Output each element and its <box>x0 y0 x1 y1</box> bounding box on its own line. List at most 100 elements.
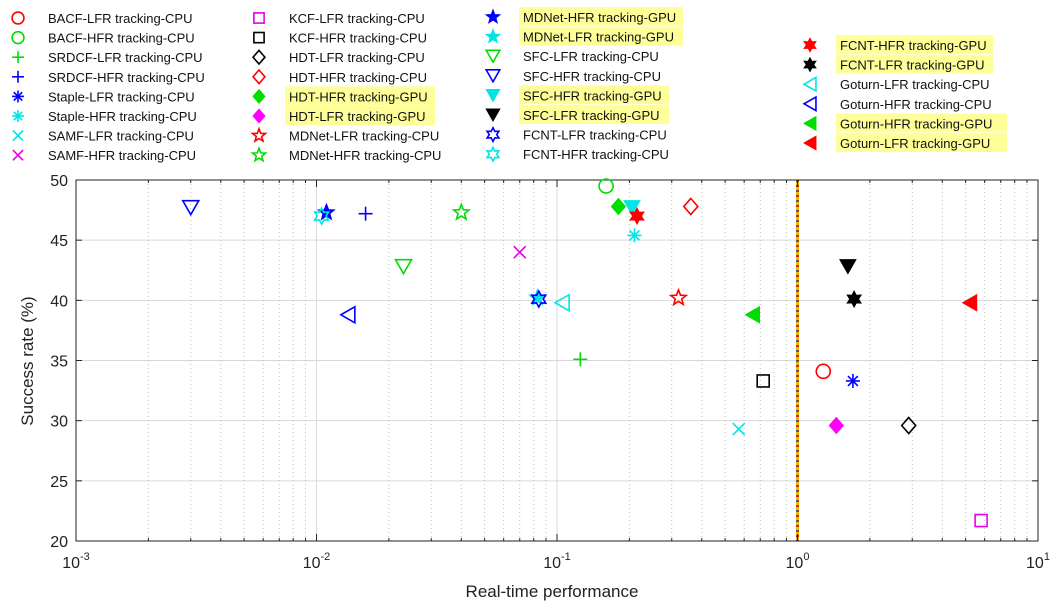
x-tick-label: 101 <box>1026 551 1050 572</box>
x-tick-label: 10-2 <box>303 551 331 572</box>
legend-label: MDNet-HFR tracking-CPU <box>289 148 441 163</box>
legend-marker <box>802 95 817 112</box>
data-point <box>961 293 978 312</box>
data-point <box>815 363 832 380</box>
legend-highlight <box>285 106 435 125</box>
y-tick-label: 25 <box>50 474 68 491</box>
legend-marker <box>803 135 817 151</box>
legend-marker <box>12 129 24 142</box>
legend-label: MDNet-HFR tracking-GPU <box>523 10 676 25</box>
legend-highlight <box>519 26 683 46</box>
legend-marker <box>484 8 502 24</box>
data-point <box>610 197 627 216</box>
data-point <box>974 513 988 528</box>
x-tick-exponent: -1 <box>561 551 571 563</box>
data-point <box>513 245 527 259</box>
legend-highlight <box>836 133 1007 152</box>
legend-marker <box>803 115 817 132</box>
legend-marker <box>12 70 24 83</box>
legend-marker <box>251 68 267 85</box>
x-tick-label: 10-3 <box>62 551 90 572</box>
legend-highlight <box>836 35 993 54</box>
legend-label: MDNet-LFR tracking-GPU <box>523 30 674 45</box>
legend-label: SAMF-LFR tracking-CPU <box>48 129 194 144</box>
legend-marker <box>250 146 268 163</box>
legend-label: HDT-HFR tracking-GPU <box>289 89 428 104</box>
x-tick-base: 10 <box>303 555 321 572</box>
legend-highlight <box>519 7 683 26</box>
legend-label: BACF-LFR tracking-CPU <box>48 11 192 26</box>
data-point <box>313 206 330 226</box>
data-point <box>451 202 472 221</box>
legend-label: HDT-LFR tracking-GPU <box>289 109 426 124</box>
x-tick-exponent: -2 <box>321 551 331 563</box>
legend-label: SFC-HFR tracking-GPU <box>523 88 662 103</box>
legend-marker <box>253 12 265 24</box>
legend-highlight <box>519 85 669 105</box>
y-axis-label: Success rate (%) <box>18 296 37 425</box>
data-point <box>744 305 761 324</box>
legend-marker <box>485 126 501 144</box>
x-axis-label: Real-time performance <box>466 582 639 601</box>
y-tick-label: 40 <box>50 293 68 310</box>
legend-marker <box>485 108 501 122</box>
legend-marker <box>803 56 817 73</box>
legend-marker <box>484 28 502 44</box>
data-point <box>530 289 548 309</box>
legend-marker <box>12 149 24 161</box>
y-tick-label: 20 <box>50 534 68 551</box>
legend-label: Goturn-LFR tracking-CPU <box>840 77 990 92</box>
y-tick-label: 45 <box>50 233 68 250</box>
legend-marker <box>250 126 268 143</box>
data-point <box>668 287 689 307</box>
x-tick-base: 10 <box>786 555 804 572</box>
y-tick-label: 35 <box>50 354 68 371</box>
legend-marker <box>802 76 817 93</box>
data-point <box>181 199 201 217</box>
data-point <box>732 422 746 436</box>
legend-label: Goturn-HFR tracking-GPU <box>840 116 992 131</box>
data-point <box>553 293 570 313</box>
legend-label: FCNT-LFR tracking-CPU <box>523 128 667 143</box>
legend-marker <box>12 90 24 103</box>
legend-label: FCNT-HFR tracking-CPU <box>523 147 669 162</box>
x-tick-base: 10 <box>1026 555 1044 572</box>
legend-marker <box>251 49 267 66</box>
x-tick-base: 10 <box>543 555 561 572</box>
legend-highlight <box>519 105 669 124</box>
legend-label: SAMF-HFR tracking-CPU <box>48 148 196 163</box>
legend-label: MDNet-LFR tracking-CPU <box>289 129 439 144</box>
legend-label: SFC-HFR tracking-CPU <box>523 69 661 84</box>
legend-label: Staple-LFR tracking-CPU <box>48 89 195 104</box>
legend-marker <box>252 88 266 104</box>
x-tick-label: 100 <box>786 551 810 572</box>
data-point <box>358 206 373 221</box>
legend-marker <box>485 88 501 103</box>
legend-marker <box>12 110 24 122</box>
legend-label: Goturn-LFR tracking-GPU <box>840 136 990 151</box>
legend-marker <box>11 11 25 25</box>
data-point <box>828 416 844 435</box>
x-tick-exponent: 0 <box>803 551 809 563</box>
data-point <box>845 373 860 388</box>
legend-highlight <box>836 113 1007 133</box>
data-point <box>682 197 699 216</box>
legend-label: KCF-HFR tracking-CPU <box>289 31 427 46</box>
data-point <box>756 374 770 388</box>
data-point <box>900 416 917 435</box>
legend-label: SRDCF-HFR tracking-CPU <box>48 70 205 85</box>
x-tick-label: 10-1 <box>543 551 571 572</box>
y-tick-label: 30 <box>50 414 68 431</box>
data-point <box>839 259 857 275</box>
data-point <box>573 352 588 367</box>
data-point <box>846 290 863 309</box>
legend-label: SFC-LFR tracking-CPU <box>523 49 659 64</box>
legend-marker <box>803 37 817 53</box>
x-tick-exponent: -3 <box>80 551 90 563</box>
x-tick-exponent: 1 <box>1044 551 1050 563</box>
legend-marker <box>252 108 266 124</box>
legend-label: HDT-HFR tracking-CPU <box>289 70 427 85</box>
x-tick-base: 10 <box>62 555 80 572</box>
legend-label: FCNT-HFR tracking-GPU <box>840 38 987 53</box>
